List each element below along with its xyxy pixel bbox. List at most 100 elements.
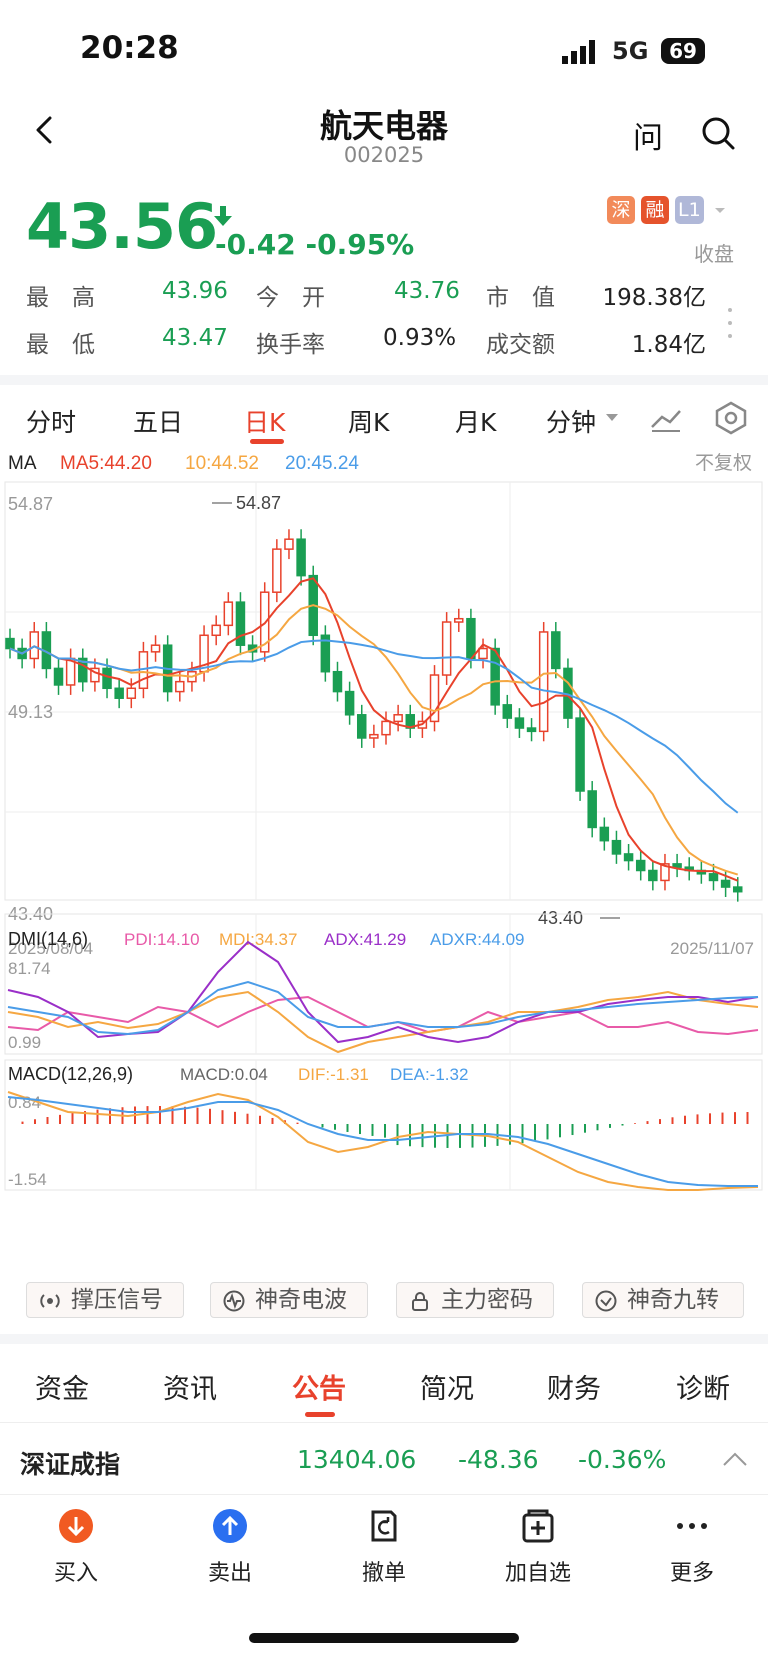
signal-buttons: 撑压信号 神奇电波 主力密码 神奇九转: [26, 1282, 746, 1320]
back-icon[interactable]: [30, 115, 60, 145]
stat-label: 市 值: [486, 285, 555, 311]
active-tab-indicator: [305, 1412, 335, 1417]
ma-line: [9, 639, 739, 814]
candle: [502, 704, 513, 719]
adjust-label: 不复权: [695, 452, 752, 474]
tab-profile[interactable]: 简况: [420, 1374, 474, 1405]
grid-frame: [4, 481, 763, 901]
badge-shenzhen: 深: [607, 196, 635, 224]
y-tick: 49.13: [8, 702, 53, 722]
tab-diagnosis[interactable]: 诊断: [676, 1374, 730, 1405]
candle: [381, 720, 391, 736]
search-icon[interactable]: [700, 115, 736, 151]
candle: [732, 886, 743, 893]
candle: [611, 839, 622, 855]
index-ticker[interactable]: 深证成指 13404.06 -48.36 -0.36%: [0, 1422, 768, 1494]
dropdown-icon[interactable]: [605, 413, 619, 423]
candle: [623, 853, 634, 862]
down-arrow-icon: [214, 206, 232, 226]
tab-weekly-k[interactable]: 周K: [348, 408, 390, 437]
settings-hexagon-icon[interactable]: [714, 401, 748, 435]
candle: [514, 717, 525, 729]
indicator-icon[interactable]: [650, 405, 682, 433]
tab-announcements[interactable]: 公告: [292, 1374, 346, 1405]
candle: [53, 667, 64, 686]
candle: [672, 863, 682, 868]
candle: [478, 647, 488, 660]
dmi-pdi: PDI:14.10: [124, 930, 200, 949]
candle: [320, 634, 331, 673]
cancel-order-icon: [371, 1510, 397, 1542]
more-vertical-icon[interactable]: [725, 306, 735, 340]
dmi-title: DMI(14,6): [8, 929, 88, 949]
tab-monthly-k[interactable]: 月K: [455, 408, 497, 437]
signal-label: 撑压信号: [71, 1287, 163, 1313]
more-button[interactable]: 更多: [642, 1507, 742, 1587]
buy-button[interactable]: 买入: [26, 1507, 126, 1587]
buy-arrow-icon: [59, 1509, 93, 1543]
sell-arrow-icon: [213, 1509, 247, 1543]
battery-icon: 69: [661, 38, 705, 64]
x-tick: 2025/11/07: [670, 939, 754, 958]
tab-capital[interactable]: 资金: [35, 1374, 89, 1405]
index-value: 13404.06: [297, 1445, 417, 1474]
y-tick: 0.84: [8, 1093, 41, 1112]
candle: [393, 714, 403, 723]
wave-icon: [223, 1290, 245, 1312]
badges: 深 融 L1: [607, 196, 730, 224]
ask-button[interactable]: 问: [633, 121, 663, 156]
ma5-value: MA5:44.20: [60, 453, 152, 474]
y-tick: 54.87: [8, 494, 53, 514]
dmi-mdi: MDI:34.37: [219, 930, 297, 949]
tab-daily-k[interactable]: 日K: [244, 408, 286, 437]
macd-value: MACD:0.04: [180, 1065, 268, 1084]
ma20-value: 20:45.24: [285, 453, 359, 474]
candle: [454, 617, 464, 623]
stat-value: 198.38亿: [602, 285, 706, 311]
candle: [29, 631, 40, 660]
candle: [150, 644, 161, 653]
chevron-up-icon[interactable]: [722, 1451, 748, 1467]
support-resistance-button[interactable]: 撑压信号: [26, 1282, 184, 1318]
nav-bar: 航天电器 002025 问: [0, 95, 768, 170]
quote-stats: 最 高 43.96 今 开 43.76 市 值 198.38亿 最 低 43.4…: [26, 278, 706, 372]
cancel-order-button[interactable]: 撤单: [334, 1507, 434, 1587]
status-bar: 20:28 5G 69: [0, 0, 768, 100]
index-name: 深证成指: [20, 1450, 121, 1479]
magic-nine-button[interactable]: 神奇九转: [582, 1282, 744, 1318]
main-force-button[interactable]: 主力密码: [396, 1282, 554, 1318]
tab-minute[interactable]: 分钟: [546, 408, 597, 437]
y-tick: -1.54: [8, 1170, 47, 1189]
low-label: 43.40: [538, 908, 583, 928]
kline-chart[interactable]: MA MA5:44.20 10:44.52 20:45.24 不复权 54.87 49.13…: [0, 452, 768, 1272]
sell-button[interactable]: 卖出: [180, 1507, 280, 1587]
active-tab-indicator: [250, 439, 284, 444]
add-watchlist-button[interactable]: 加自选: [488, 1507, 588, 1587]
y-tick: 0.99: [8, 1033, 41, 1052]
stat-value: 43.76: [394, 278, 460, 304]
candle: [538, 631, 549, 733]
tab-intraday[interactable]: 分时: [26, 408, 77, 437]
candle: [175, 680, 185, 693]
tab-news[interactable]: 资讯: [163, 1374, 217, 1405]
ma-line: [9, 604, 739, 876]
candle: [5, 637, 15, 650]
chevron-down-icon[interactable]: [710, 196, 730, 224]
stat-value: 43.96: [162, 278, 228, 304]
magic-wave-button[interactable]: 神奇电波: [210, 1282, 368, 1318]
stat-label: 最 高: [26, 285, 95, 311]
status-time: 20:28: [80, 30, 179, 66]
bottom-label: 撤单: [361, 1561, 406, 1586]
ma10-value: 10:44.52: [185, 453, 259, 474]
badge-level1[interactable]: L1: [675, 196, 704, 224]
bottom-label: 买入: [53, 1561, 98, 1586]
ma-label: MA: [8, 453, 37, 474]
stat-label: 最 低: [26, 332, 95, 358]
candle: [211, 624, 221, 637]
macd-title: MACD(12,26,9): [8, 1064, 133, 1084]
stock-code: 002025: [343, 143, 425, 167]
tab-financials[interactable]: 财务: [547, 1374, 601, 1405]
tab-five-day[interactable]: 五日: [133, 408, 184, 437]
candle: [90, 667, 100, 683]
lock-icon: [412, 1292, 428, 1311]
